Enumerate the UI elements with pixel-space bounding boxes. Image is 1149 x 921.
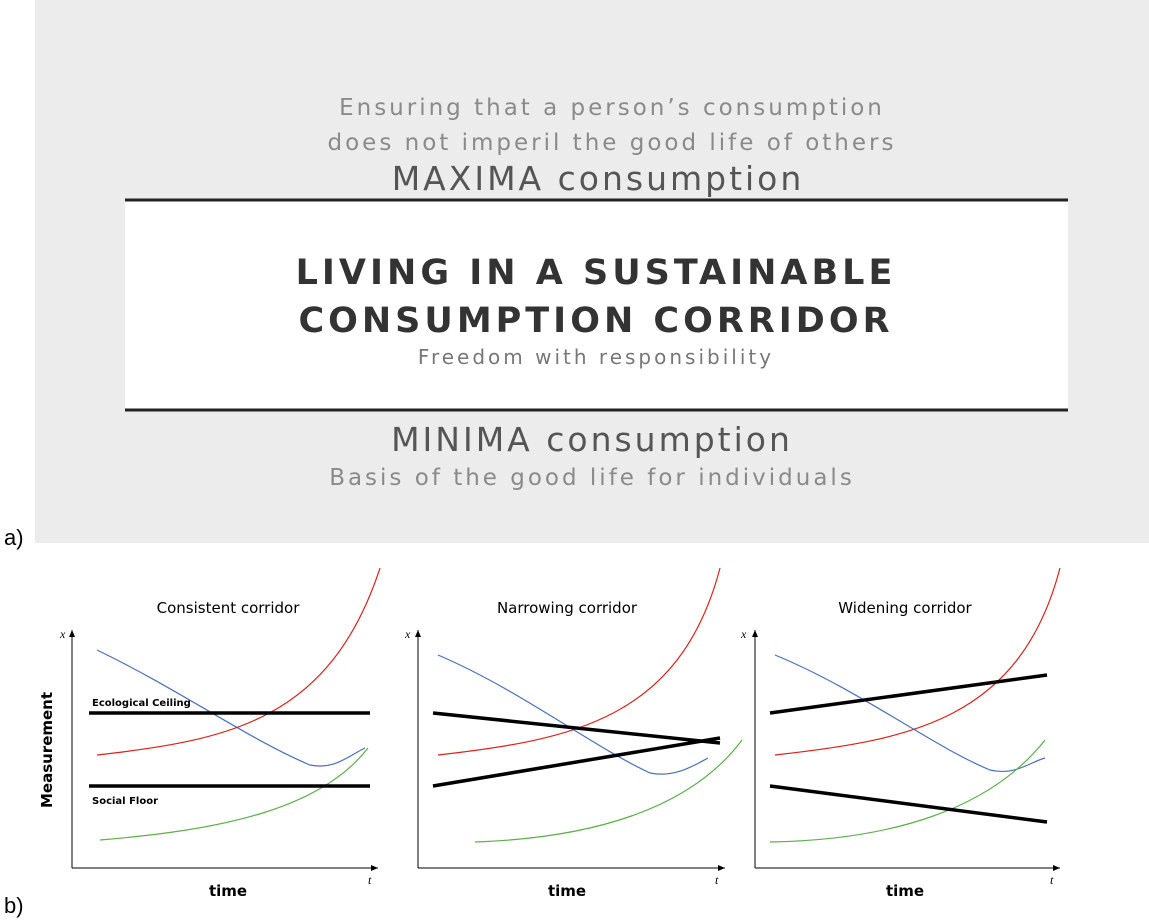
curve [474,739,743,843]
time-label: time [886,882,924,900]
bottom-text: Basis of the good life for individuals [329,465,855,491]
curve [437,567,721,756]
curve [96,649,366,767]
y-axis-label: x [404,627,411,641]
time-label: time [209,882,247,900]
center-title: LIVING IN A SUSTAINABLE [296,253,897,293]
curve [769,739,1046,843]
y-axis-label: x [740,627,747,641]
top-text: does not imperil the good life of others [328,130,897,156]
chart-title: Widening corridor [838,599,972,617]
floor [769,784,1048,824]
ceiling [769,673,1048,715]
x-axis-label: t [1050,873,1054,887]
center-subtitle: Freedom with responsibility [418,345,774,369]
y-label: Measurement [38,692,56,808]
chart-title: Consistent corridor [157,599,301,617]
maxima: MAXIMA consumption [392,159,805,198]
curve [96,567,381,756]
panel-label: b) [4,893,24,918]
center-title: CONSUMPTION CORRIDOR [298,301,893,341]
top-text: Ensuring that a person’s consumption [339,95,885,121]
annotation: Ecological Ceiling [92,698,191,709]
ceiling [432,711,721,745]
chart-title: Narrowing corridor [497,599,638,617]
chart-3: Widening corridor x t time [740,567,1061,900]
x-axis-label: t [715,873,719,887]
curve [774,654,1046,772]
chart-2: Narrowing corridor x t time [404,567,743,900]
curve [774,567,1061,756]
panel-label: a) [4,525,24,550]
corridor-box [125,201,1068,410]
floor [432,736,721,788]
y-axis-label: x [59,627,66,641]
annotation: Social Floor [92,796,158,807]
chart-1: Consistent corridor x t time Ecological … [59,567,381,900]
x-axis-label: t [368,873,372,887]
curve [99,747,369,841]
time-label: time [548,882,586,900]
curve [437,654,709,775]
minima: MINIMA consumption [391,420,793,459]
